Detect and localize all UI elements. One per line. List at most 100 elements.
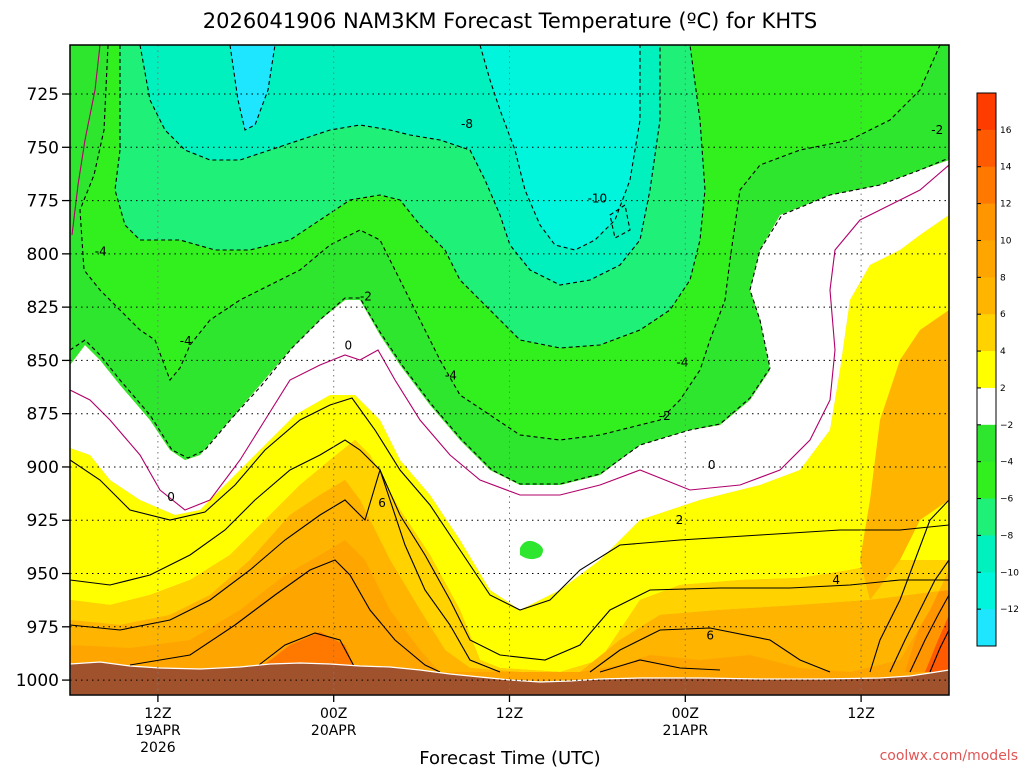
colorbar: 16 14 12 10 8 6 4 2 −2 −4 −6 −8 −10 −12 <box>976 92 1019 647</box>
colorbar-label: −6 <box>1000 495 1014 505</box>
contour-line-minus2 <box>70 157 949 485</box>
contour-label: -2 <box>360 289 372 303</box>
colorbar-swatch <box>977 461 996 500</box>
y-tick-label: 975 <box>27 618 59 638</box>
colorbar-swatch <box>977 609 996 647</box>
y-tick-label: 850 <box>27 351 59 371</box>
colorbar-label: −4 <box>1000 458 1014 468</box>
chart-title: 2026041906 NAM3KM Forecast Temperature (… <box>203 9 818 33</box>
x-tick-label: 20APR <box>311 723 357 739</box>
contour-lines <box>70 45 949 673</box>
contour-label: 0 <box>167 490 175 504</box>
colorbar-label: −2 <box>1000 421 1013 431</box>
contour-line-minus6 <box>114 45 706 349</box>
colorbar-swatch <box>977 387 996 426</box>
temperature-band-right-hot <box>925 615 949 672</box>
colorbar-label: 8 <box>1000 273 1006 283</box>
temperature-band-6-8 <box>70 480 949 672</box>
y-tick-label: 875 <box>27 405 59 425</box>
contour-label: -4 <box>445 368 457 382</box>
contour-label: 0 <box>708 458 716 472</box>
colorbar-label: 6 <box>1000 310 1006 320</box>
contour-label: 4 <box>832 573 840 587</box>
plot-area: -10 -8 -4 -4 -4 -4 -2 -2 -2 0 0 0 2 4 6 6 <box>70 45 949 695</box>
contour-line-plus4 <box>70 439 949 661</box>
colorbar-swatch <box>977 535 996 573</box>
temperature-band-right-tongue <box>860 310 949 600</box>
colorbar-swatch <box>977 351 996 389</box>
contour-line-minus8 <box>139 45 661 286</box>
x-tick-label: 12Z <box>496 706 523 722</box>
y-axis-ticks: 725 750 775 800 825 850 875 900 925 950 975 1000 <box>16 85 70 691</box>
contour-label: 0 <box>345 338 353 352</box>
contour-line-minus10 <box>479 45 641 251</box>
x-tick-label: 12Z <box>144 706 171 722</box>
colorbar-label: 10 <box>1000 236 1012 246</box>
contour-label: -4 <box>676 356 688 370</box>
temperature-band-4-6 <box>70 440 949 672</box>
colorbar-swatch <box>977 203 996 241</box>
x-axis-label: Forecast Time (UTC) <box>419 748 600 768</box>
y-tick-label: 800 <box>27 245 59 265</box>
x-tick-label: 00Z <box>672 706 699 722</box>
y-tick-label: 725 <box>27 85 59 105</box>
colorbar-label: 16 <box>1000 126 1012 136</box>
colorbar-label: −8 <box>1000 531 1014 541</box>
contour-label: 6 <box>378 496 386 510</box>
colorbar-swatch <box>977 314 996 352</box>
contour-line-plus10 <box>254 632 356 669</box>
colorbar-label: 14 <box>1000 163 1012 173</box>
y-tick-label: 900 <box>27 458 59 478</box>
contour-label: -8 <box>461 117 473 131</box>
contour-label: -2 <box>931 123 943 137</box>
temperature-band-10-12 <box>260 632 355 668</box>
colorbar-label: −10 <box>1000 568 1019 578</box>
x-tick-label: 00Z <box>320 706 347 722</box>
contour-line-right-warm <box>869 499 949 673</box>
contour-label: -4 <box>180 334 192 348</box>
colorbar-swatch <box>977 166 996 205</box>
colorbar-swatch <box>977 129 996 168</box>
y-tick-label: 1000 <box>16 671 59 691</box>
gridlines <box>70 45 949 695</box>
colorbar-label: 2 <box>1000 384 1006 394</box>
temperature-band-2-4 <box>70 215 949 672</box>
x-tick-label: 2026 <box>140 740 176 756</box>
colorbar-swatch <box>977 277 996 315</box>
colorbar-swatch <box>977 572 996 610</box>
colorbar-swatch <box>977 93 996 131</box>
colorbar-label: 12 <box>1000 200 1011 210</box>
y-tick-label: 825 <box>27 298 59 318</box>
contour-label: 6 <box>706 628 714 642</box>
temperature-band-minus14-minus12 <box>230 45 275 130</box>
contour-label: 2 <box>676 513 684 527</box>
contour-line-plus2 <box>70 397 949 611</box>
contour-line-minus12 <box>229 45 276 131</box>
contour-label: -4 <box>95 245 107 259</box>
colorbar-label: 4 <box>1000 347 1006 357</box>
colorbar-frame <box>976 92 997 647</box>
contour-labels: -10 -8 -4 -4 -4 -4 -2 -2 -2 0 0 0 2 4 6 6 <box>95 117 943 642</box>
contour-line-plus6 <box>70 468 831 673</box>
temperature-blob-minus2 <box>520 540 544 560</box>
contour-line-minus4 <box>79 45 941 441</box>
credit-text[interactable]: coolwx.com/models <box>880 748 1018 764</box>
contour-label: -10 <box>588 191 608 205</box>
colorbar-swatch <box>977 498 996 536</box>
colorbar-swatch <box>977 240 996 278</box>
contour-line-zero-left <box>71 45 101 236</box>
contour-line-plus8 <box>129 559 721 673</box>
contour-line-zero <box>70 164 949 511</box>
x-tick-label: 12Z <box>847 706 874 722</box>
colorbar-label: −12 <box>1000 605 1019 615</box>
x-tick-label: 21APR <box>663 723 709 739</box>
contour-label: -2 <box>659 409 671 423</box>
y-tick-label: 950 <box>27 565 59 585</box>
x-tick-label: 19APR <box>135 723 181 739</box>
y-tick-label: 750 <box>27 138 59 158</box>
colorbar-swatch <box>977 424 996 463</box>
y-tick-label: 775 <box>27 192 59 212</box>
y-tick-label: 925 <box>27 511 59 531</box>
